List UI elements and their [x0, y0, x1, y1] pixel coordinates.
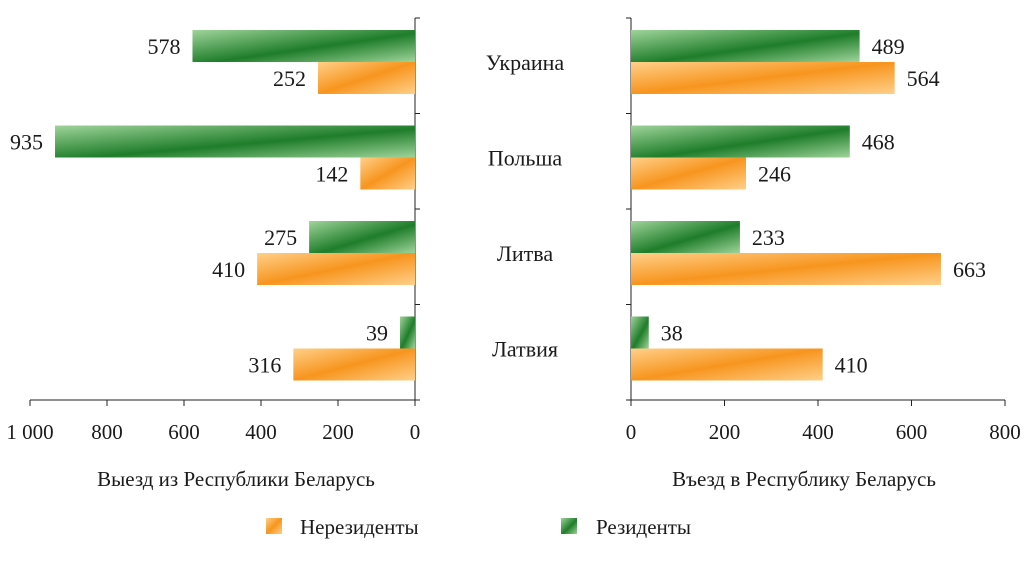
left-data-label-residents: 275	[264, 225, 297, 250]
right-x-tick-label: 0	[626, 420, 637, 444]
left-data-label-nonresidents: 410	[212, 257, 245, 282]
right-x-tick-label: 400	[802, 420, 834, 444]
right-data-label-residents: 468	[862, 130, 895, 155]
right-data-label-nonresidents: 410	[835, 353, 868, 378]
left-bar-nonresidents	[360, 157, 415, 190]
left-bar-nonresidents	[317, 62, 415, 94]
legend-swatch-residents	[561, 518, 577, 534]
left-x-tick-label: 800	[91, 420, 123, 444]
left-axis-title: Выезд из Республики Беларусь	[97, 467, 375, 491]
left-x-tick-label: 0	[410, 420, 421, 444]
left-data-label-nonresidents: 252	[273, 66, 306, 91]
right-x-tick-label: 200	[709, 420, 741, 444]
right-data-label-nonresidents: 246	[758, 162, 791, 187]
left-x-tick-label: 400	[245, 420, 277, 444]
legend-label-nonresidents: Нерезиденты	[300, 515, 419, 539]
right-bar-nonresidents	[631, 62, 895, 94]
right-x-tick-label: 800	[989, 420, 1021, 444]
left-bar-nonresidents	[257, 253, 415, 285]
right-x-tick-label: 600	[896, 420, 928, 444]
left-x-tick-label: 600	[168, 420, 200, 444]
right-data-label-nonresidents: 663	[953, 257, 986, 282]
left-bar-residents	[55, 125, 416, 158]
category-label: Украина	[486, 50, 565, 75]
right-data-label-residents: 38	[661, 321, 683, 346]
left-data-label-residents: 935	[10, 130, 43, 155]
right-data-label-nonresidents: 564	[907, 66, 940, 91]
legend: Нерезиденты Резиденты	[266, 515, 691, 539]
right-bar-nonresidents	[631, 157, 747, 190]
category-label: Латвия	[492, 337, 558, 362]
category-labels: Украина Польша Литва Латвия	[486, 50, 565, 362]
left-bar-residents	[192, 30, 415, 62]
left-panel-departures: 1 000 800 600 400 200 0 578 935 275 39 252 142 410 31…	[6, 17, 421, 444]
category-label: Литва	[497, 241, 553, 266]
left-bar-residents	[399, 316, 415, 349]
left-data-label-nonresidents: 142	[315, 162, 348, 187]
legend-label-residents: Резиденты	[596, 515, 691, 539]
left-bar-residents	[309, 221, 415, 253]
right-bar-nonresidents	[631, 348, 823, 381]
left-data-label-residents: 578	[147, 34, 180, 59]
legend-swatch-nonresidents	[266, 518, 282, 534]
right-bar-nonresidents	[631, 253, 941, 285]
left-data-label-nonresidents: 316	[248, 353, 281, 378]
right-bar-residents	[631, 30, 860, 62]
right-axis-title: Въезд в Республику Беларусь	[672, 467, 936, 491]
right-bar-residents	[631, 125, 850, 158]
left-x-tick-label: 1 000	[6, 420, 53, 444]
right-data-label-residents: 489	[872, 34, 905, 59]
left-x-tick-label: 200	[322, 420, 354, 444]
right-bar-residents	[631, 316, 649, 349]
right-data-label-residents: 233	[752, 225, 785, 250]
right-bar-residents	[631, 221, 740, 253]
right-panel-arrivals: 0 200 400 600 800 489 468 233 38 564 246 663 410	[626, 17, 1021, 444]
category-label: Польша	[488, 146, 563, 171]
left-data-label-residents: 39	[366, 321, 388, 346]
left-bar-nonresidents	[293, 348, 415, 381]
